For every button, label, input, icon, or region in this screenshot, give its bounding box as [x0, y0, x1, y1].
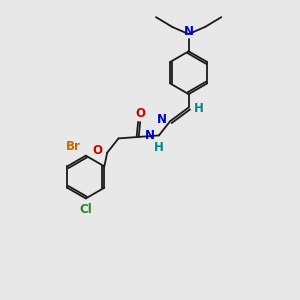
Text: Br: Br [66, 140, 80, 153]
Text: H: H [194, 102, 203, 115]
Text: Cl: Cl [80, 203, 92, 216]
Text: O: O [93, 144, 103, 157]
Text: N: N [184, 25, 194, 38]
Text: N: N [157, 113, 167, 126]
Text: H: H [154, 141, 164, 154]
Text: O: O [135, 107, 145, 120]
Text: N: N [145, 129, 155, 142]
